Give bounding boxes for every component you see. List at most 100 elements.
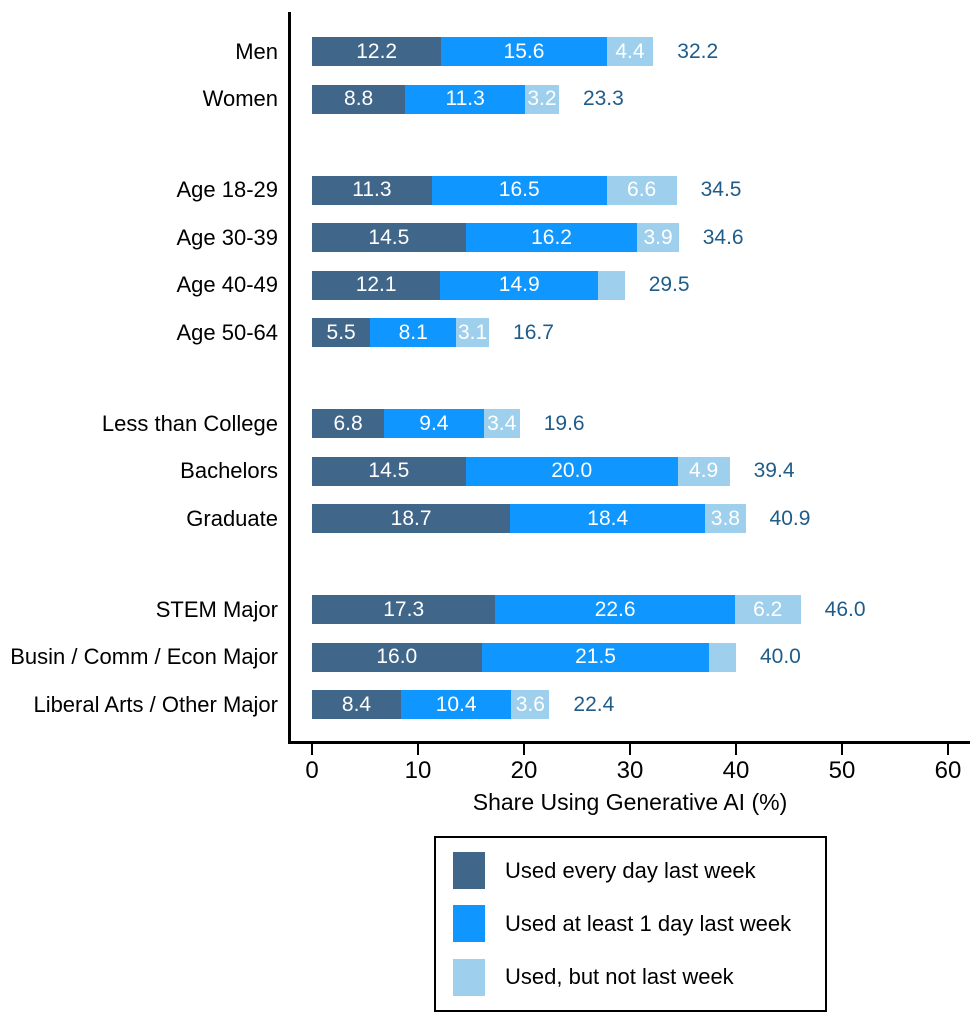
category-label: STEM Major (155, 596, 278, 622)
segment-value: 12.2 (356, 39, 398, 63)
segment-value: 4.4 (615, 39, 645, 63)
category-label: Age 18-29 (176, 177, 278, 203)
bar-row: Busin / Comm / Econ Major 16.0 21.5 40.0 (0, 634, 977, 682)
x-tick-mark (628, 743, 632, 755)
bar-segment-1: 12.2 (312, 37, 442, 67)
legend-label: Used, but not last week (505, 964, 734, 990)
total-value: 23.3 (582, 87, 624, 111)
stacked-bar: 17.3 22.6 6.2 (312, 595, 801, 625)
segment-value: 12.1 (355, 273, 397, 297)
total-value: 19.6 (543, 411, 585, 435)
category-label: Liberal Arts / Other Major (33, 691, 278, 717)
segment-value: 16.5 (498, 178, 540, 202)
x-axis-line (288, 741, 970, 744)
x-tick-label: 60 (934, 757, 962, 784)
bar-segment-1: 14.5 (312, 456, 466, 486)
bar-row: Age 40-49 12.1 14.9 29.5 (0, 262, 977, 310)
bar-segment-1: 8.8 (312, 84, 406, 114)
category-label: Women (202, 86, 278, 112)
segment-value: 6.2 (753, 597, 783, 621)
stacked-bar: 18.7 18.4 3.8 (312, 504, 746, 534)
bar-wrap: 8.8 11.3 3.2 23.3 (312, 84, 624, 114)
bar-wrap: 5.5 8.1 3.1 16.7 (312, 318, 554, 348)
bar-group-education: Less than College 6.8 9.4 3.4 19.6 Bachelors 1… (0, 400, 977, 543)
bar-group-gender: Men 12.2 15.6 4.4 32.2 Women 8.8 11.3 3.2 23.3 (0, 28, 977, 123)
segment-value: 10.4 (435, 692, 477, 716)
legend-label: Used at least 1 day last week (505, 910, 792, 936)
bar-segment-1: 11.3 (312, 175, 432, 205)
bar-row: Liberal Arts / Other Major 8.4 10.4 3.6 22.4 (0, 681, 977, 729)
bar-group-major: STEM Major 17.3 22.6 6.2 46.0 Busin / Comm / … (0, 586, 977, 729)
stacked-bar: 12.1 14.9 (312, 270, 625, 300)
y-axis-line (288, 12, 291, 743)
category-label: Less than College (101, 410, 278, 436)
category-label: Busin / Comm / Econ Major (10, 644, 278, 670)
stacked-bar: 14.5 20.0 4.9 (312, 456, 730, 486)
bar-row: Bachelors 14.5 20.0 4.9 39.4 (0, 448, 977, 496)
x-tick-label: 10 (404, 757, 432, 784)
category-label: Age 40-49 (176, 272, 278, 298)
bar-segment-1: 5.5 (312, 318, 371, 348)
bar-segment-2: 10.4 (401, 690, 512, 720)
bar-segment-3 (598, 270, 625, 300)
legend-item-2: Used at least 1 day last week (436, 905, 825, 943)
segment-value: 18.7 (390, 506, 432, 530)
segment-value: 20.0 (551, 459, 593, 483)
stacked-bar: 6.8 9.4 3.4 (312, 409, 520, 439)
segment-value: 6.8 (333, 411, 363, 435)
x-axis-title: Share Using Generative AI (%) (472, 789, 788, 815)
bar-row: Women 8.8 11.3 3.2 23.3 (0, 76, 977, 124)
segment-value: 11.3 (352, 178, 392, 202)
segment-value: 21.5 (575, 645, 616, 669)
stacked-bar: 5.5 8.1 3.1 (312, 318, 490, 348)
x-tick-label: 40 (722, 757, 750, 784)
stacked-bar: 11.3 16.5 6.6 (312, 175, 677, 205)
total-value: 40.9 (769, 506, 811, 530)
bar-segment-2: 20.0 (465, 456, 678, 486)
bar-wrap: 14.5 20.0 4.9 39.4 (312, 456, 795, 486)
bar-wrap: 18.7 18.4 3.8 40.9 (312, 504, 811, 534)
legend-swatch (453, 958, 485, 996)
legend-label: Used every day last week (505, 857, 756, 883)
bar-segment-2: 21.5 (481, 642, 710, 672)
bar-segment-1: 17.3 (312, 595, 496, 625)
bar-segment-1: 16.0 (312, 642, 482, 672)
bar-wrap: 12.2 15.6 4.4 32.2 (312, 37, 719, 67)
stacked-bar: 8.8 11.3 3.2 (312, 84, 559, 114)
segment-value: 3.1 (457, 320, 488, 344)
segment-value: 8.8 (344, 87, 374, 111)
bar-row: Age 30-39 14.5 16.2 3.9 34.6 (0, 214, 977, 262)
stacked-bar: 8.4 10.4 3.6 (312, 690, 550, 720)
x-tick-mark (840, 743, 844, 755)
total-value: 40.0 (759, 645, 801, 669)
total-value: 32.2 (677, 39, 719, 63)
total-value: 34.6 (702, 225, 744, 249)
bar-segment-1: 8.4 (312, 690, 402, 720)
segment-value: 4.9 (689, 459, 719, 483)
bar-segment-3: 4.9 (677, 456, 730, 486)
total-value: 34.5 (700, 178, 742, 202)
x-tick-label: 30 (616, 757, 644, 784)
category-label: Age 50-64 (176, 319, 278, 345)
plot-area: Men 12.2 15.6 4.4 32.2 Women 8.8 11.3 3.2 23.3 Age… (0, 12, 977, 744)
legend-swatch (453, 852, 485, 890)
bar-segment-3: 3.4 (483, 409, 520, 439)
bar-segment-2: 8.1 (370, 318, 457, 348)
segment-value: 14.5 (368, 459, 410, 483)
segment-value: 3.9 (643, 225, 673, 249)
bar-wrap: 11.3 16.5 6.6 34.5 (312, 175, 742, 205)
x-tick-mark (946, 743, 950, 755)
bar-segment-2: 16.2 (465, 223, 638, 253)
bar-segment-3: 6.2 (734, 595, 801, 625)
x-tick-mark (310, 743, 314, 755)
total-value: 22.4 (573, 692, 615, 716)
x-tick-label: 0 (305, 757, 319, 784)
bar-wrap: 17.3 22.6 6.2 46.0 (312, 595, 866, 625)
total-value: 29.5 (648, 273, 690, 297)
bar-wrap: 16.0 21.5 40.0 (312, 642, 801, 672)
segment-value: 15.6 (503, 39, 545, 63)
segment-value: 17.3 (383, 597, 425, 621)
total-value: 39.4 (753, 459, 795, 483)
total-value: 46.0 (824, 597, 866, 621)
